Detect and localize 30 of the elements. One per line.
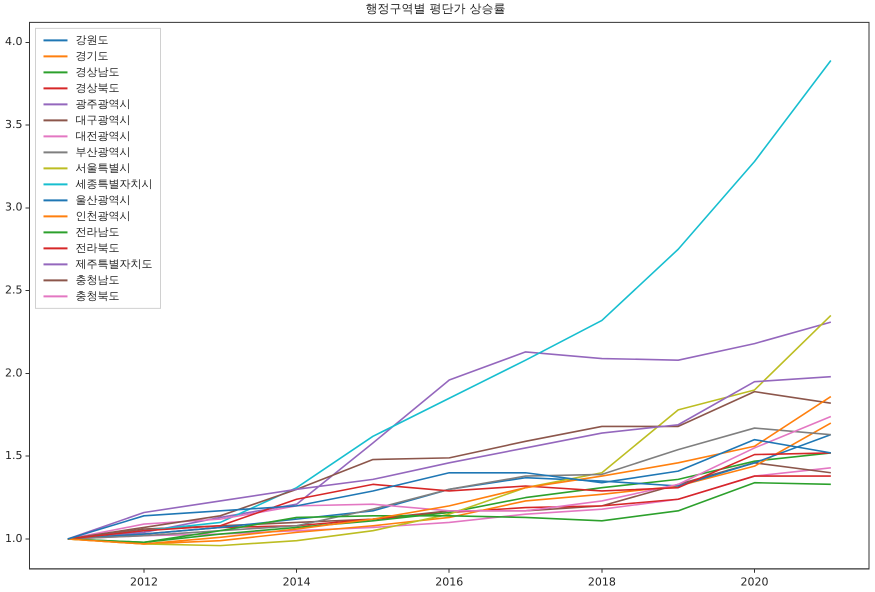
legend-label: 경상남도 (75, 65, 120, 78)
legend-label: 서울특별시 (75, 161, 130, 174)
y-tick-label: 2.0 (4, 366, 22, 380)
legend-label: 충청북도 (75, 289, 120, 302)
legend-label: 대구광역시 (75, 113, 130, 126)
legend-label: 울산광역시 (75, 193, 130, 206)
y-tick-label: 3.5 (4, 118, 22, 131)
legend-label: 인천광역시 (75, 209, 130, 222)
legend-label: 충청남도 (75, 273, 120, 286)
x-tick-label: 2012 (130, 575, 158, 588)
y-tick-label: 2.5 (4, 283, 22, 296)
legend-label: 대전광역시 (75, 129, 130, 142)
legend-label: 경상북도 (75, 81, 120, 94)
legend-label: 경기도 (75, 49, 108, 62)
x-tick-label: 2014 (282, 575, 311, 588)
legend-label: 전라남도 (75, 225, 120, 238)
legend-label: 전라북도 (75, 241, 120, 254)
y-tick-label: 1.0 (4, 532, 22, 545)
legend-label: 부산광역시 (75, 145, 130, 158)
legend-label: 광주광역시 (75, 97, 130, 110)
y-tick-label: 4.0 (4, 35, 22, 48)
legend-label: 제주특별자치도 (75, 257, 152, 270)
chart-title: 행정구역별 평단가 상승률 (366, 1, 506, 16)
legend-label: 강원도 (75, 33, 108, 46)
y-tick-label: 3.0 (4, 200, 22, 214)
x-tick-label: 2016 (435, 575, 464, 588)
legend-label: 세종특별자치시 (75, 177, 152, 190)
y-tick-label: 1.5 (4, 449, 22, 462)
x-tick-label: 2018 (588, 575, 616, 588)
x-tick-label: 2020 (740, 575, 769, 588)
